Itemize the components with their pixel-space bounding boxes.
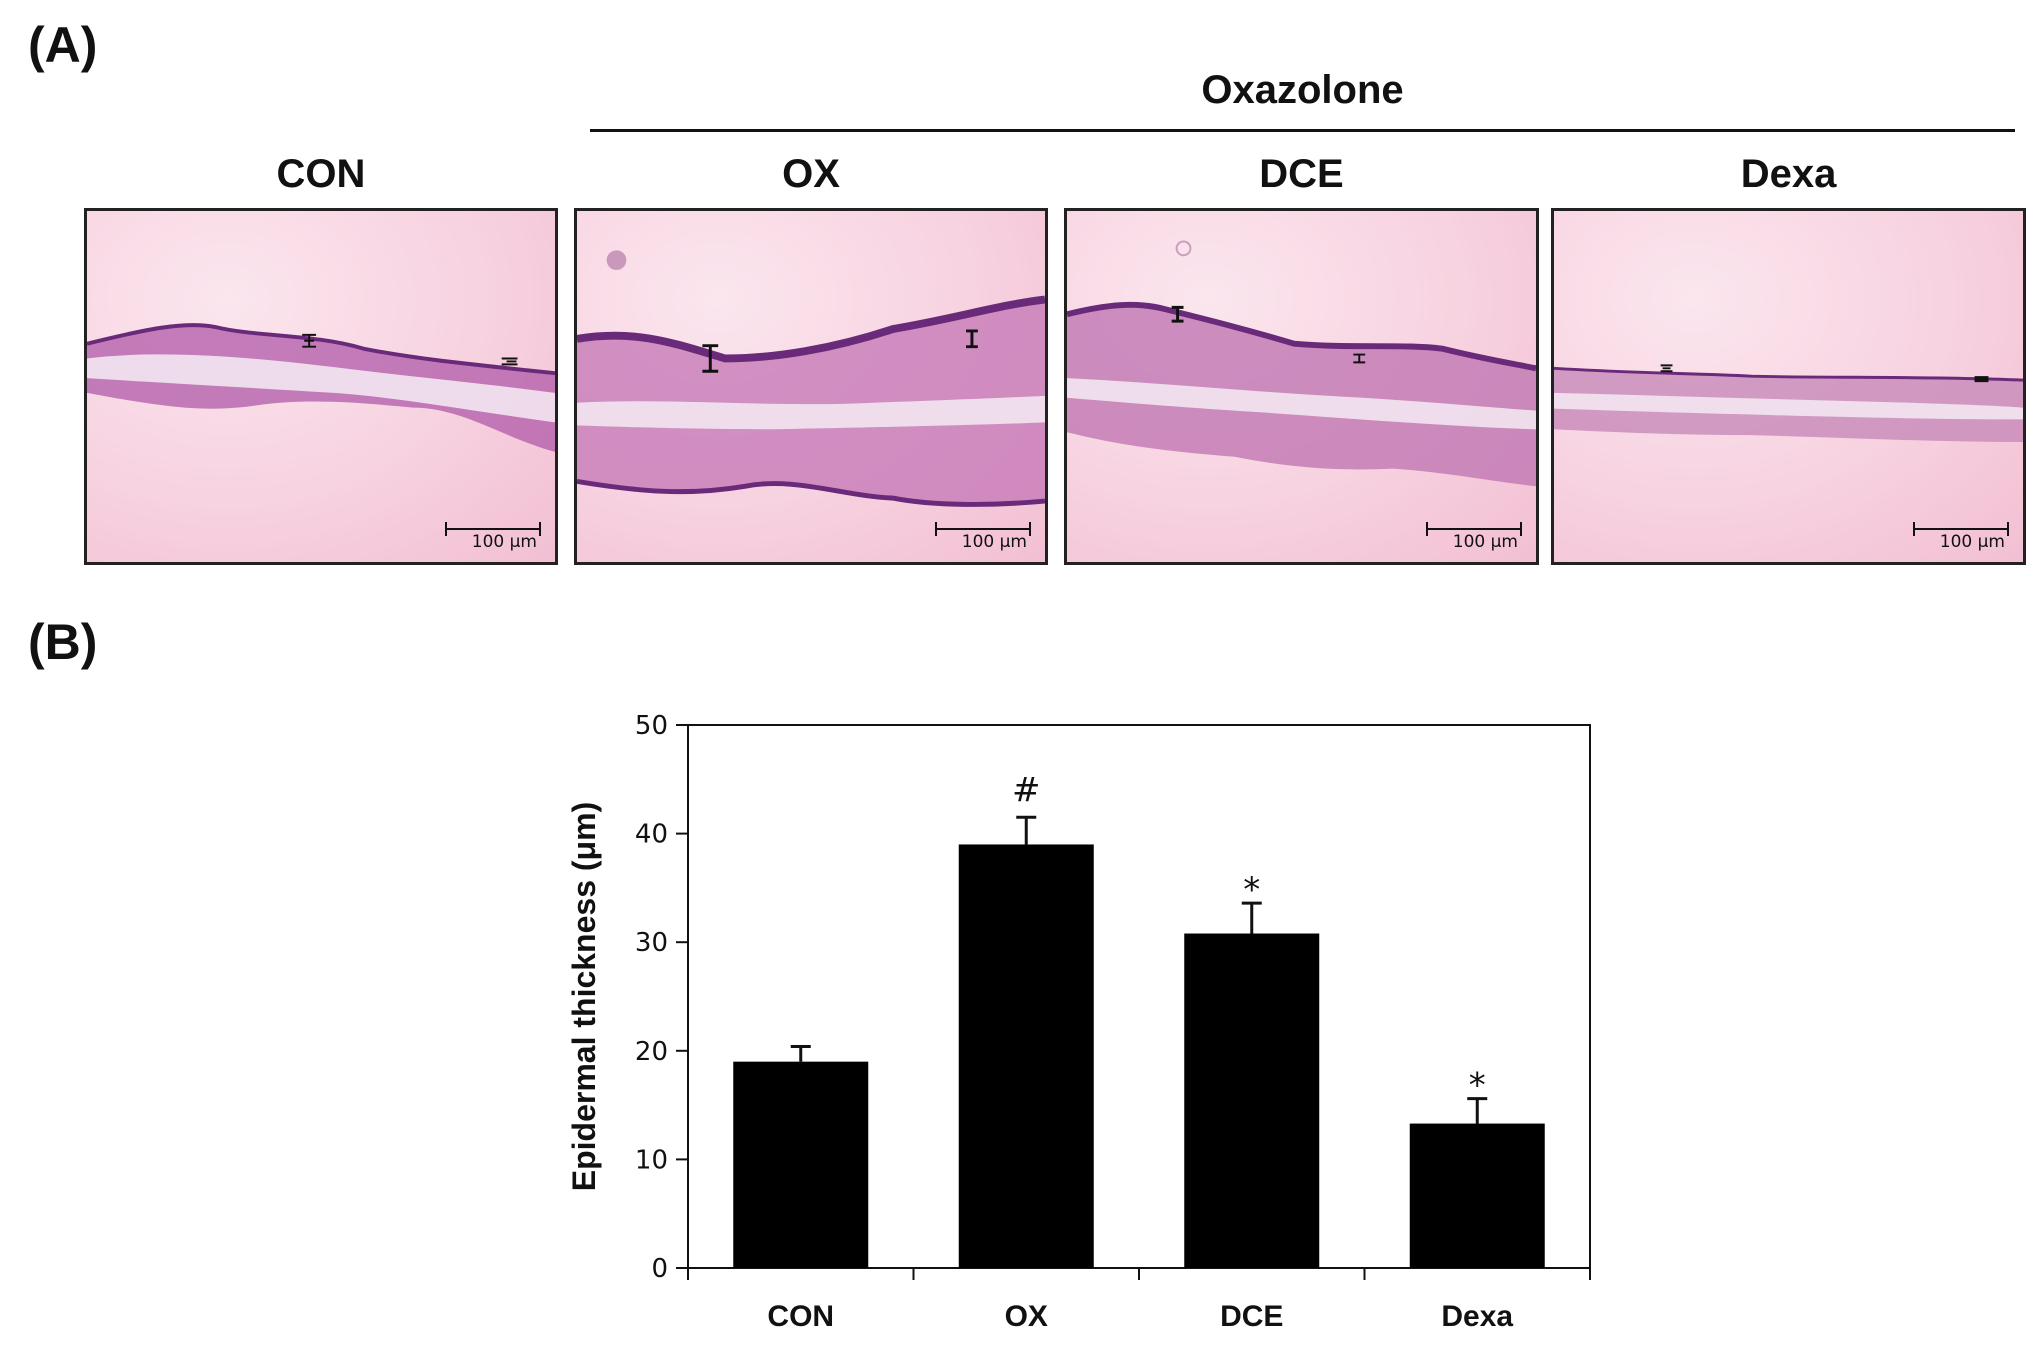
significance-marker: *: [1469, 1066, 1486, 1106]
y-tick-label: 50: [635, 711, 668, 741]
scale-bar-label: 100 μm: [471, 532, 537, 552]
x-category-label: CON: [767, 1300, 834, 1333]
scale-bar: [1913, 522, 2009, 536]
panel-a-label: (A): [28, 17, 98, 73]
column-label-dexa: Dexa: [1740, 152, 1837, 196]
epidermal-thickness-chart: 0 10 20 30 40 50 CON OX # DCE * Dexa * Epidermal thic…: [540, 700, 1690, 1345]
scale-bar: [935, 522, 1031, 536]
x-category-label: DCE: [1220, 1300, 1283, 1333]
y-tick-label: 20: [635, 1037, 668, 1067]
tissue-section-dce: [1067, 240, 1536, 487]
scale-bar: [1426, 522, 1522, 536]
y-tick-label: 10: [635, 1145, 668, 1175]
bar-dexa: [1409, 1123, 1545, 1268]
x-category-label: OX: [1005, 1300, 1048, 1333]
column-label-ox: OX: [782, 152, 840, 196]
panel-b-label: (B): [28, 614, 98, 670]
bar-con: [733, 1061, 869, 1268]
scale-bar-label: 100 μm: [961, 532, 1027, 552]
y-tick-label: 40: [635, 820, 668, 850]
tissue-section-ox: [577, 250, 1045, 507]
y-tick-label: 0: [651, 1254, 668, 1284]
x-category-label: Dexa: [1441, 1300, 1513, 1333]
micrograph-ox: 100 μm: [574, 208, 1048, 565]
y-axis-label: Epidermal thickness (μm): [566, 802, 602, 1191]
column-label-con: CON: [276, 152, 366, 196]
y-tick-label: 30: [635, 928, 668, 958]
bar-dce: [1184, 933, 1320, 1268]
column-label-dce: DCE: [1259, 152, 1344, 196]
oxazolone-group-bracket-line: [590, 129, 2015, 132]
significance-marker: #: [1012, 770, 1041, 810]
micrograph-dexa: 100 μm: [1551, 208, 2026, 565]
scale-bar-label: 100 μm: [1452, 532, 1518, 552]
micrograph-dce: 100 μm: [1064, 208, 1539, 565]
bar-ox: [958, 844, 1094, 1268]
bar-chart-svg: 0 10 20 30 40 50 CON OX # DCE * Dexa * Epidermal thic…: [566, 711, 1591, 1333]
significance-marker: *: [1243, 870, 1260, 910]
micrograph-con: 100 μm: [84, 208, 558, 565]
oxazolone-group-title: Oxazolone: [1201, 68, 1404, 112]
scale-bar-label: 100 μm: [1939, 532, 2005, 552]
tissue-section-con: [87, 323, 555, 452]
scale-bar: [445, 522, 541, 536]
tissue-section-dexa: [1554, 364, 2023, 443]
